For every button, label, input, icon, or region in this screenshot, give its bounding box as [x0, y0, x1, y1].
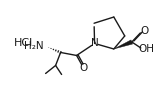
Text: OH: OH: [139, 44, 155, 54]
Text: HCl: HCl: [14, 38, 33, 48]
Text: H₂N: H₂N: [24, 41, 44, 51]
Text: N: N: [91, 38, 98, 48]
Polygon shape: [114, 40, 133, 49]
Text: O: O: [80, 63, 88, 73]
Text: O: O: [140, 26, 148, 36]
